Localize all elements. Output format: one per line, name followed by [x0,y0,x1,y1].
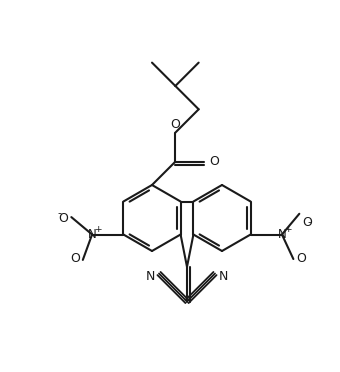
Text: -: - [57,208,61,218]
Text: +: + [284,225,292,234]
Text: O: O [58,212,68,225]
Text: N: N [88,228,97,241]
Text: O: O [70,253,80,266]
Text: N: N [219,270,228,283]
Text: O: O [296,251,306,264]
Text: N: N [277,228,286,241]
Text: O: O [302,216,312,229]
Text: O: O [209,155,219,168]
Text: O: O [170,118,180,131]
Text: -: - [307,217,311,227]
Text: +: + [94,225,102,234]
Text: N: N [146,270,155,283]
